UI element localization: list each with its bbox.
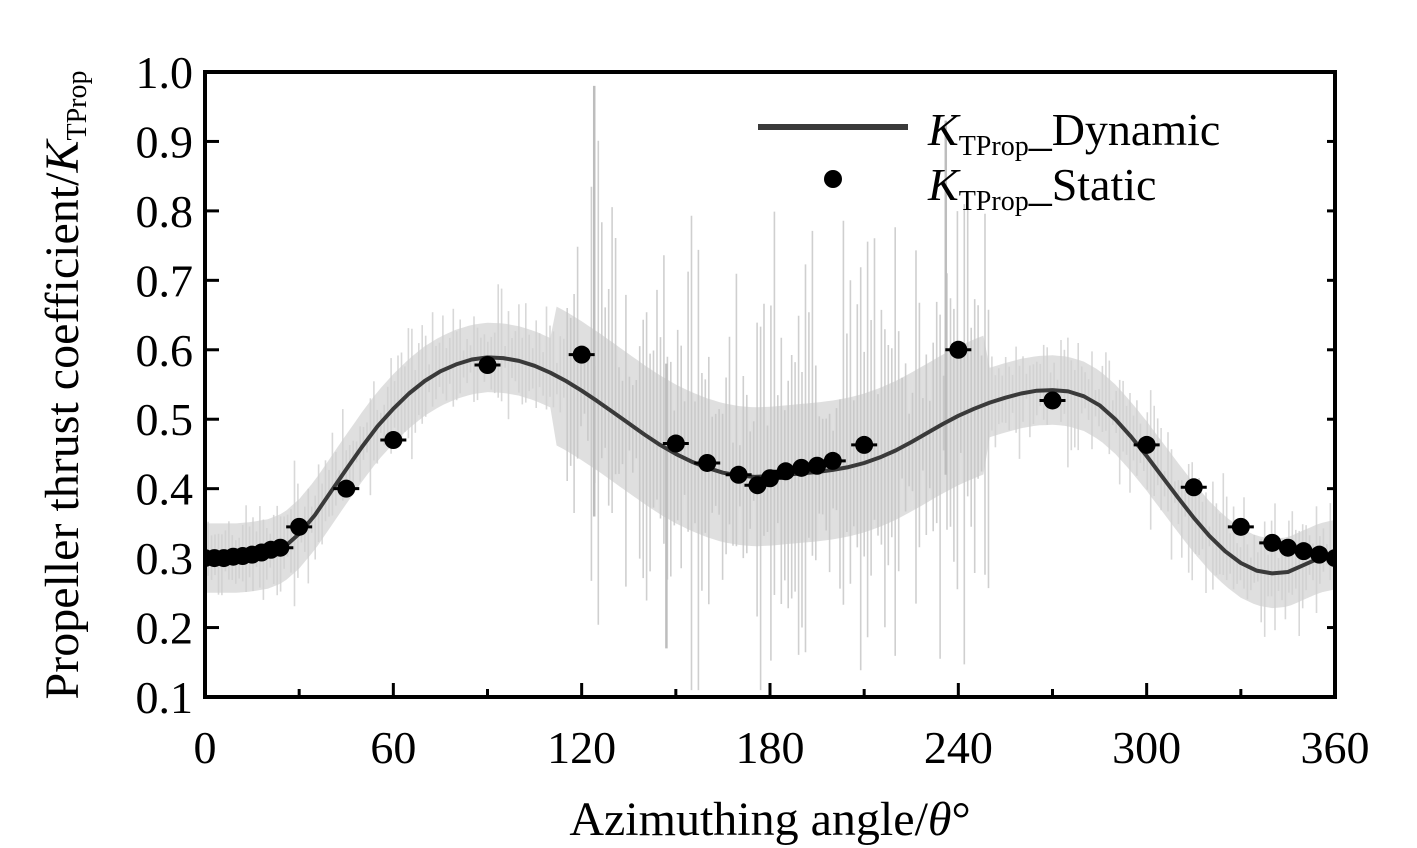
data-marks	[205, 340, 1335, 576]
y-tick-label: 0.6	[136, 325, 194, 376]
x-tick-label: 300	[1112, 722, 1181, 773]
y-tick-label: 0.1	[136, 672, 194, 723]
y-tick-label: 0.3	[136, 533, 194, 584]
static-point	[1137, 435, 1156, 454]
static-point	[1294, 542, 1313, 561]
static-point	[290, 517, 309, 536]
static-point	[478, 356, 497, 375]
x-tick-label: 120	[547, 722, 616, 773]
static-point	[1310, 545, 1329, 564]
static-point	[698, 453, 717, 472]
x-tick-label: 240	[924, 722, 993, 773]
static-point	[1184, 478, 1203, 497]
x-tick-label: 360	[1301, 722, 1370, 773]
static-point	[792, 458, 811, 477]
static-point	[1231, 517, 1250, 536]
y-tick-label: 0.8	[136, 186, 194, 237]
static-point	[776, 462, 795, 481]
static-point	[761, 469, 779, 488]
noise-band	[205, 85, 1335, 691]
static-point	[855, 435, 874, 454]
y-tick-label: 1.0	[136, 47, 194, 98]
static-point	[384, 431, 403, 450]
y-tick-label: 0.9	[136, 116, 194, 167]
legend: KTProp_Dynamic KTProp_Static	[758, 104, 1220, 217]
static-point	[1278, 538, 1297, 557]
noise-band-fill	[205, 306, 1335, 609]
x-tick-label: 0	[194, 722, 217, 773]
y-tick-label: 0.2	[136, 603, 194, 654]
y-tick-label: 0.5	[136, 394, 194, 445]
y-axis-title: Propeller thrust coefficient/KTProp	[36, 71, 93, 700]
x-tick-label: 60	[370, 722, 416, 773]
static-point	[271, 538, 290, 557]
legend-marker-static	[824, 170, 842, 188]
static-point	[729, 465, 748, 484]
legend-label-dynamic: KTProp_Dynamic	[927, 104, 1220, 162]
legend-label-static: KTProp_Static	[927, 159, 1156, 217]
static-point	[823, 451, 842, 470]
x-axis-title: Azimuthing angle/θ°	[569, 793, 970, 846]
static-point	[337, 479, 356, 498]
static-point	[666, 434, 685, 453]
y-tick-label: 0.4	[136, 464, 194, 515]
static-point	[949, 340, 968, 359]
static-point	[1043, 391, 1062, 410]
static-point	[572, 345, 591, 364]
x-tick-label: 180	[736, 722, 805, 773]
tick-labels: 0 60 120 180 240 300 360 0.1 0.2 0.3 0.4 0.5 0.6 0.7 0…	[136, 47, 1370, 773]
y-tick-label: 0.7	[136, 255, 194, 306]
static-point	[1326, 549, 1335, 568]
